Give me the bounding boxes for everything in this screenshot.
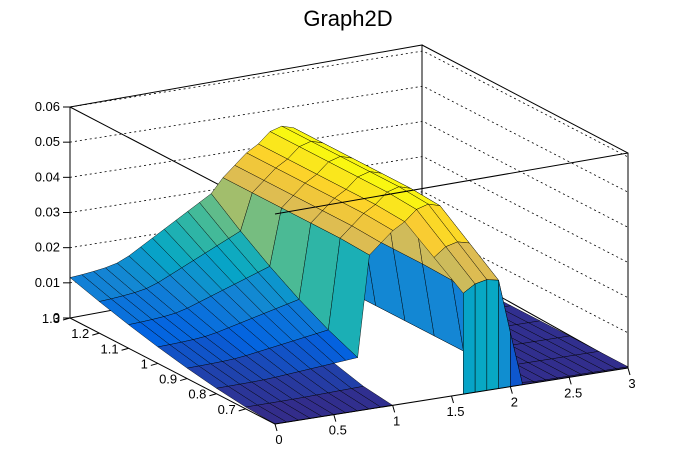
x-tick-mark bbox=[333, 414, 337, 422]
z-tick-label: 0.01 bbox=[35, 275, 60, 290]
chart-title: Graph2D bbox=[303, 6, 392, 31]
x-tick-mark bbox=[568, 377, 572, 385]
z-grid-lines bbox=[69, 50, 629, 334]
y-tick-mark bbox=[92, 332, 100, 336]
z-tick-label: 0.05 bbox=[35, 134, 60, 149]
z-grid-line bbox=[69, 120, 629, 228]
y-tick-label: 0.8 bbox=[188, 387, 206, 402]
x-tick-mark bbox=[392, 405, 396, 413]
y-tick-label: 1 bbox=[141, 356, 148, 371]
surface-front-face bbox=[486, 279, 499, 391]
y-tick-label: 0.7 bbox=[218, 402, 236, 417]
z-tick-label: 0.03 bbox=[35, 205, 60, 220]
z-grid-line bbox=[69, 85, 629, 193]
x-tick-label: 2.5 bbox=[564, 385, 582, 400]
y-tick-label: 1.1 bbox=[100, 341, 118, 356]
x-tick-mark bbox=[274, 423, 278, 432]
y-tick-mark bbox=[150, 362, 158, 366]
y-tick-mark bbox=[62, 317, 71, 321]
z-tick-label: 0 bbox=[53, 310, 60, 325]
y-tick-mark bbox=[238, 408, 246, 412]
z-tick-label: 0.02 bbox=[35, 240, 60, 255]
z-grid-line bbox=[69, 156, 629, 263]
x-tick-label: 0.5 bbox=[329, 423, 347, 438]
y-tick-mark bbox=[209, 393, 217, 397]
z-tick-label: 0.06 bbox=[35, 99, 60, 114]
x-tick-mark bbox=[509, 386, 513, 394]
axis-ticks: 0 0.01 0.02 0.03 0.04 0.05 0.06 0.7 0.8 0.9 1 1.1 1.… bbox=[35, 99, 636, 447]
surface-front-face bbox=[463, 283, 476, 395]
z-grid-line bbox=[69, 226, 629, 334]
x-tick-label: 0 bbox=[275, 432, 282, 447]
x-tick-label: 1 bbox=[393, 413, 400, 428]
y-axis-line bbox=[69, 317, 276, 425]
z-grid-line bbox=[69, 191, 629, 299]
x-tick-label: 2 bbox=[511, 395, 518, 410]
x-tick-mark bbox=[627, 367, 631, 376]
y-tick-mark bbox=[180, 378, 188, 382]
surface-mesh bbox=[69, 125, 629, 425]
y-tick-label: 1.2 bbox=[71, 326, 89, 341]
y-tick-label: 1.3 bbox=[42, 311, 60, 326]
x-tick-label: 1.5 bbox=[446, 404, 464, 419]
surface-front-face bbox=[474, 279, 488, 393]
z-grid-line bbox=[69, 50, 629, 158]
y-tick-mark bbox=[121, 347, 129, 351]
y-tick-label: 0.9 bbox=[159, 372, 177, 387]
top-front-edge bbox=[274, 152, 629, 215]
z-tick-label: 0.04 bbox=[35, 169, 60, 184]
x-tick-mark bbox=[451, 395, 454, 404]
x-tick-label: 3 bbox=[628, 376, 635, 391]
